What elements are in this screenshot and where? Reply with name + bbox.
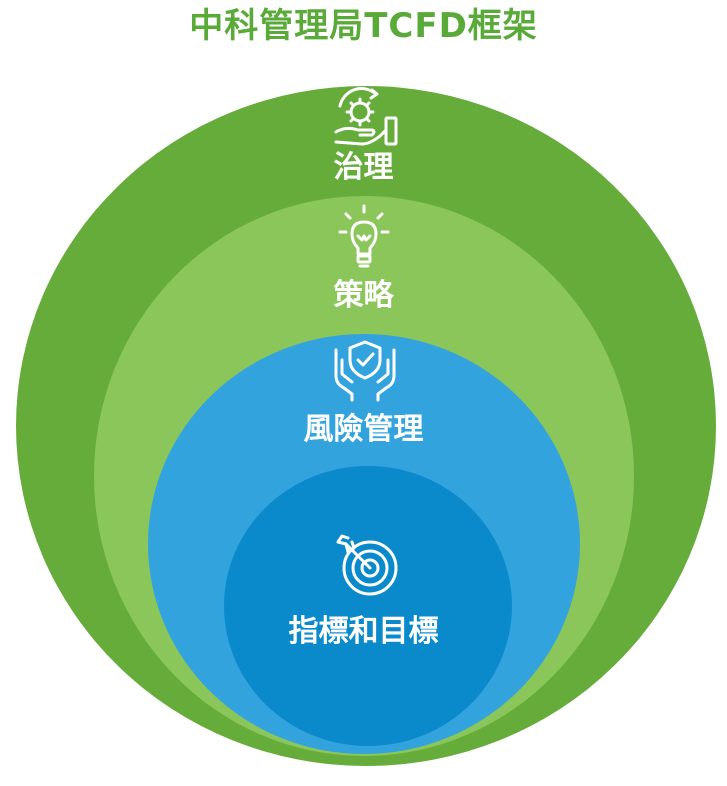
strategy-label: 策略 [333, 278, 394, 313]
metrics-targets-ring [224, 466, 512, 746]
lightbulb-icon [338, 204, 390, 268]
metrics-targets-label: 指標和目標 [288, 614, 439, 649]
target-arrow-icon [336, 534, 398, 596]
risk-management-label: 風險管理 [303, 412, 424, 447]
governance-label: 治理 [333, 150, 394, 185]
shield-hands-icon [334, 340, 396, 402]
gear-hand-icon [334, 87, 398, 146]
page-title: 中科管理局TCFD框架 [189, 6, 538, 46]
